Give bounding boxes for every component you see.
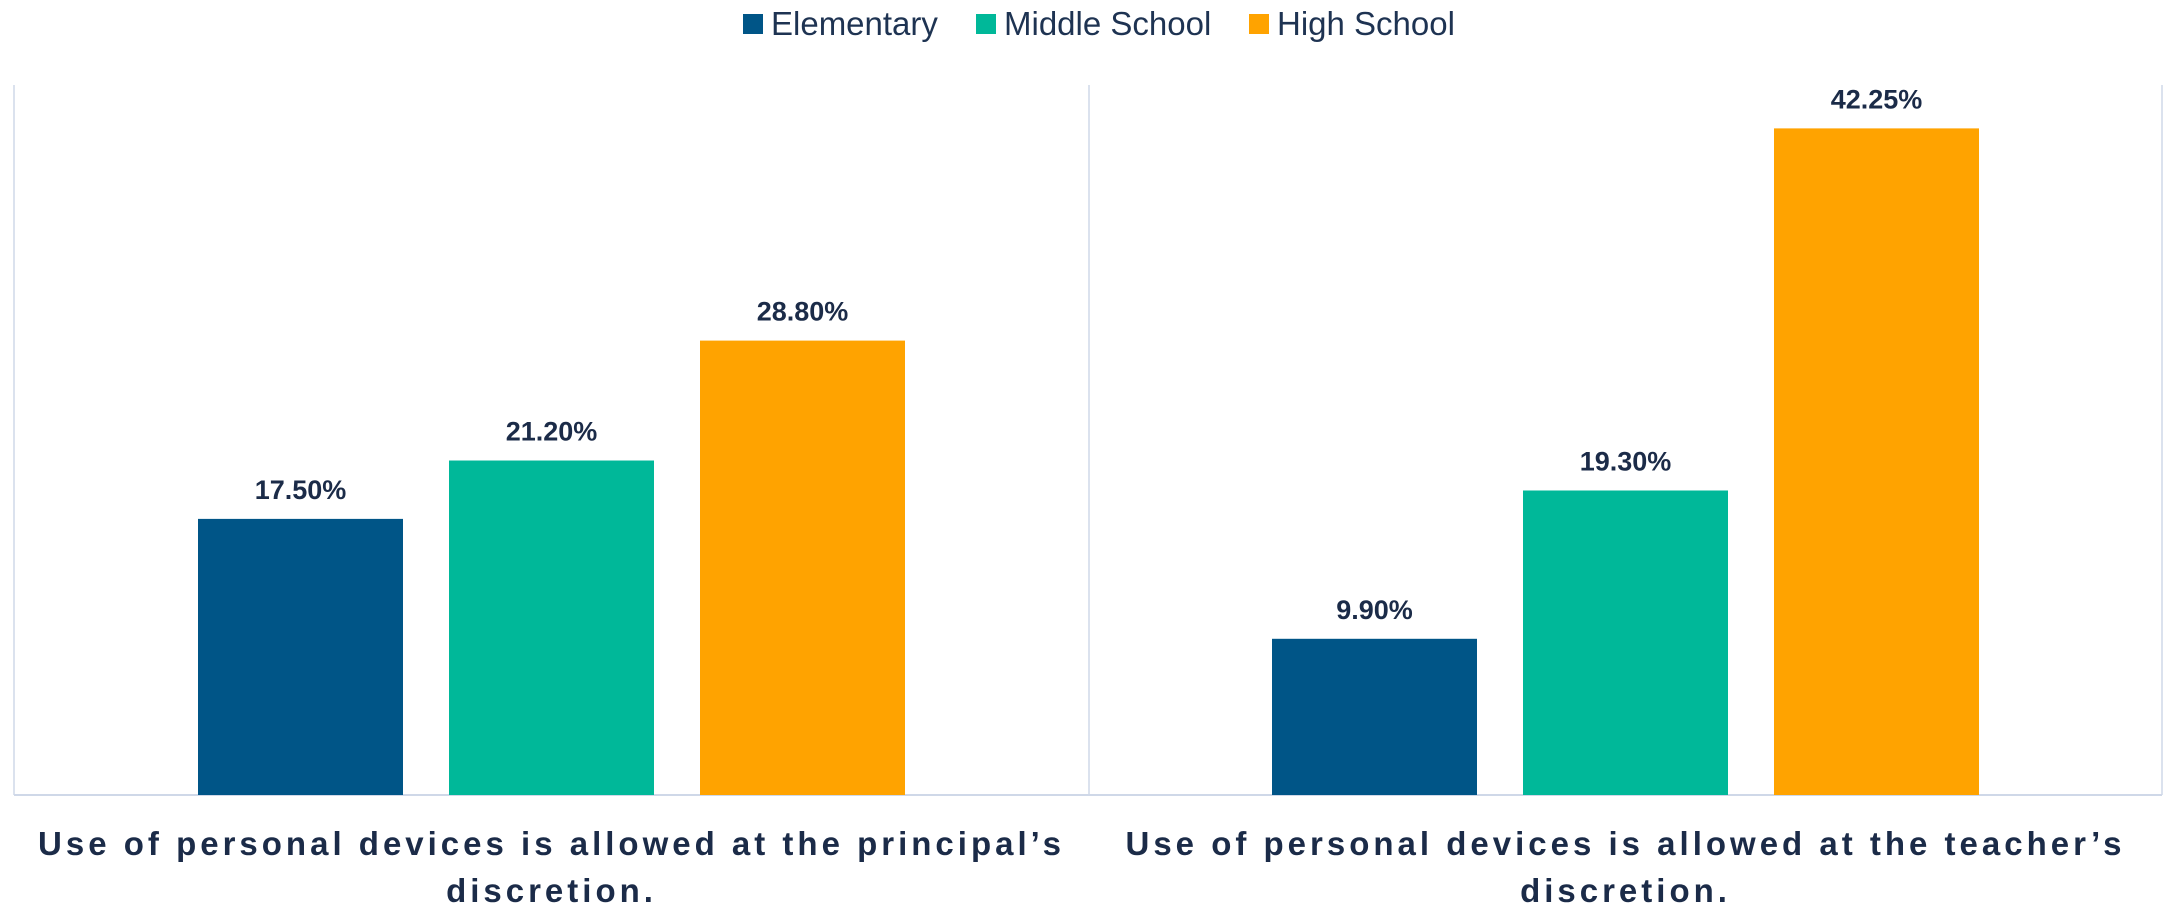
bar [1272, 638, 1477, 795]
data-label: 17.50% [255, 475, 347, 505]
legend: Elementary Middle School High School [743, 5, 1455, 42]
bars [198, 128, 1979, 795]
legend-swatch [743, 14, 763, 34]
bar [1774, 128, 1979, 795]
category-label: Use of personal devices is allowed at th… [38, 825, 1065, 909]
bar [1523, 490, 1728, 795]
data-label: 9.90% [1336, 595, 1413, 625]
value-labels: 17.50% 21.20% 28.80% 9.90% 19.30% 42.25% [255, 84, 1923, 624]
legend-label: High School [1277, 5, 1455, 42]
bar [449, 460, 654, 795]
bar [700, 340, 905, 795]
legend-item: Elementary [743, 5, 938, 42]
legend-swatch [1249, 14, 1269, 34]
data-label: 42.25% [1831, 84, 1923, 114]
data-label: 19.30% [1580, 446, 1672, 476]
legend-item: Middle School [976, 5, 1211, 42]
legend-item: High School [1249, 5, 1455, 42]
data-label: 28.80% [757, 297, 849, 327]
legend-label: Middle School [1004, 5, 1211, 42]
legend-label: Elementary [771, 5, 938, 42]
data-label: 21.20% [506, 417, 598, 447]
bar [198, 518, 403, 795]
legend-swatch [976, 14, 996, 34]
category-label: Use of personal devices is allowed at th… [1126, 825, 2126, 909]
category-labels: Use of personal devices is allowed at th… [38, 825, 2126, 909]
